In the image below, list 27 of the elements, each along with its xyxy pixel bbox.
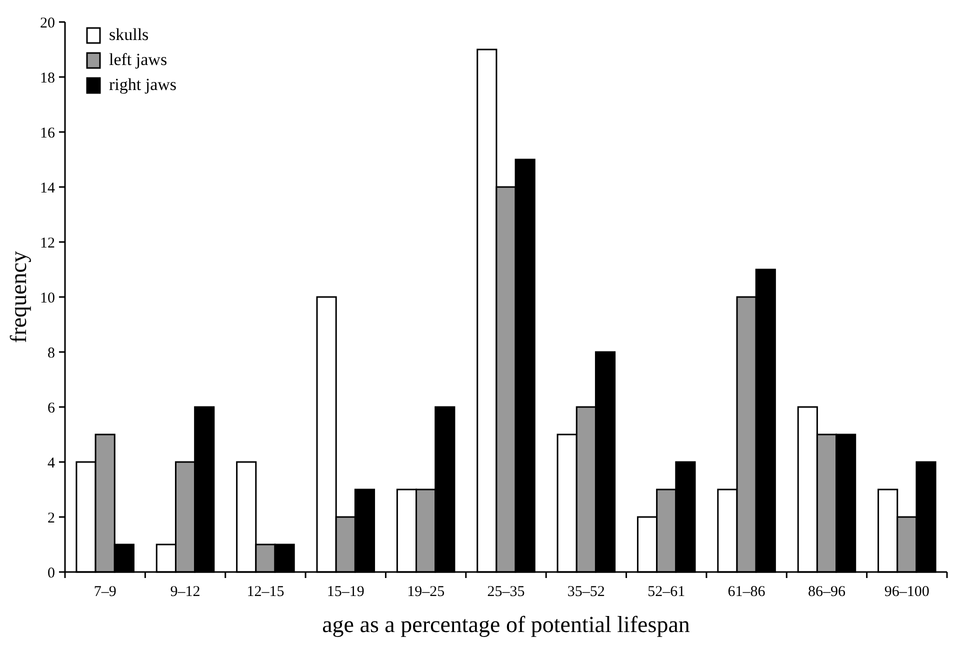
- x-tick-label: 25–35: [487, 584, 525, 600]
- y-tick-label: 0: [48, 565, 55, 582]
- y-axis-title: frequency: [6, 250, 31, 343]
- legend-label: skulls: [109, 25, 149, 44]
- y-tick-label: 4: [48, 455, 56, 472]
- x-tick-label: 7–9: [94, 584, 116, 600]
- y-tick-label: 8: [48, 345, 55, 362]
- x-axis-title: age as a percentage of potential lifespan: [322, 612, 690, 637]
- x-tick-label: 19–25: [407, 584, 445, 600]
- legend-label: left jaws: [109, 50, 168, 69]
- y-tick-label: 20: [40, 15, 55, 32]
- x-tick-label: 9–12: [170, 584, 200, 600]
- y-tick-label: 12: [40, 235, 55, 252]
- y-tick-label: 10: [40, 290, 55, 306]
- x-tick-label: 61–86: [728, 584, 766, 600]
- y-tick-label: 18: [40, 70, 55, 86]
- y-tick-label: 16: [40, 125, 56, 142]
- y-tick-label: 14: [40, 180, 56, 196]
- x-tick-label: 15–19: [326, 584, 364, 600]
- y-tick-label: 6: [48, 400, 56, 416]
- y-tick-label: 2: [48, 510, 55, 526]
- x-tick-label: 96–100: [884, 584, 930, 600]
- legend-label: right jaws: [109, 75, 177, 94]
- x-tick-label: 52–61: [648, 584, 686, 600]
- x-tick-label: 35–52: [567, 584, 605, 600]
- x-tick-label: 12–15: [246, 584, 284, 600]
- x-tick-label: 86–96: [808, 584, 846, 600]
